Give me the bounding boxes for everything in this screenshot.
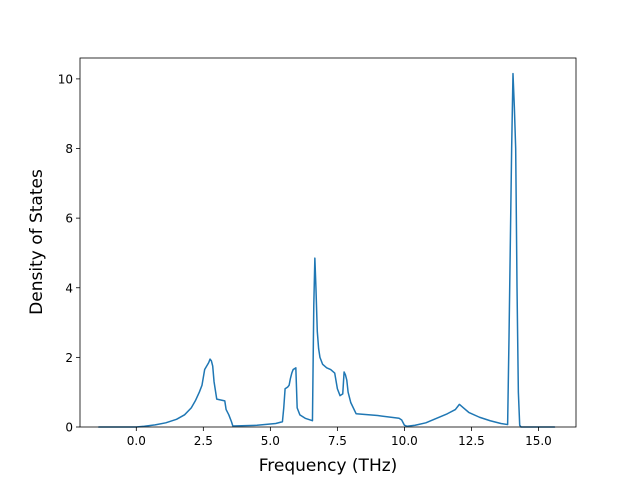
y-tick-label: 6 — [65, 212, 73, 226]
y-tick-label: 10 — [58, 72, 73, 86]
y-tick-label: 8 — [65, 142, 73, 156]
y-axis-label: Density of States — [27, 169, 47, 315]
x-tick-label: 10.0 — [391, 434, 418, 448]
y-tick-label: 2 — [65, 351, 73, 365]
y-tick-label: 4 — [65, 281, 73, 295]
x-axis-label: Frequency (THz) — [259, 456, 398, 476]
x-tick-label: 5.0 — [261, 434, 280, 448]
series-line-0 — [98, 72, 556, 428]
x-tick-label: 7.5 — [328, 434, 347, 448]
y-tick-label: 0 — [65, 421, 73, 435]
x-tick-label: 15.0 — [525, 434, 552, 448]
x-tick-label: 0.0 — [127, 434, 146, 448]
plot-area — [79, 57, 577, 428]
x-tick-label: 2.5 — [194, 434, 213, 448]
axis-ticks: 0.0 2.5 5.0 7.5 10.0 12.5 15.0 0 2 4 6 8 10 — [58, 72, 552, 448]
x-tick-label: 12.5 — [458, 434, 485, 448]
axes-frame — [79, 57, 577, 428]
